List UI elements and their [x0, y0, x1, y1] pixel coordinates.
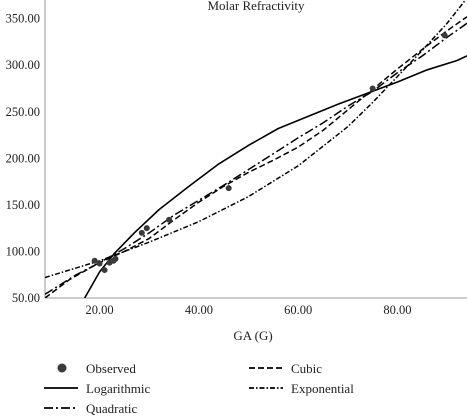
legend-label: Quadratic [86, 401, 137, 416]
y-tick-label: 350.00 [6, 12, 40, 26]
observed-point [166, 216, 173, 223]
chart-title: Molar Refractivity [207, 0, 305, 13]
x-tick-label: 20.00 [86, 303, 114, 317]
legend-label: Logarithmic [86, 381, 150, 396]
observed-point [225, 185, 232, 192]
legend-item-exponential: Exponential [249, 381, 354, 396]
legend-item-cubic: Cubic [249, 361, 322, 376]
series-lines [45, 0, 467, 298]
legend-marker-observed [57, 363, 67, 373]
x-tick-label: 60.00 [284, 303, 312, 317]
legend-label: Cubic [291, 361, 322, 376]
y-tick-label: 250.00 [6, 105, 40, 119]
y-tick-label: 50.00 [12, 291, 40, 305]
x-tick-label: 40.00 [185, 303, 213, 317]
observed-point [369, 85, 376, 92]
x-axis-title: GA (G) [233, 328, 272, 343]
series-line-quadratic [45, 22, 467, 295]
observed-point [91, 257, 98, 264]
observed-point [143, 225, 150, 232]
observed-point [96, 260, 103, 267]
observed-point [441, 32, 448, 39]
legend-item-logarithmic: Logarithmic [44, 381, 150, 396]
observed-point [112, 255, 119, 262]
series-line-logarithmic [84, 55, 467, 298]
y-tick-label: 100.00 [6, 244, 40, 258]
observed-point [138, 229, 145, 236]
y-tick-label: 300.00 [6, 58, 40, 72]
y-tick-label: 200.00 [6, 151, 40, 165]
y-tick-label: 150.00 [6, 198, 40, 212]
legend-item-observed: Observed [57, 361, 136, 376]
series-line-exponential [45, 0, 467, 279]
legend-label: Observed [86, 361, 136, 376]
x-tick-label: 80.00 [383, 303, 411, 317]
legend-label: Exponential [291, 381, 354, 396]
series-line-cubic [45, 16, 467, 298]
legend-item-quadratic: Quadratic [44, 401, 137, 416]
observed-point [101, 267, 108, 274]
